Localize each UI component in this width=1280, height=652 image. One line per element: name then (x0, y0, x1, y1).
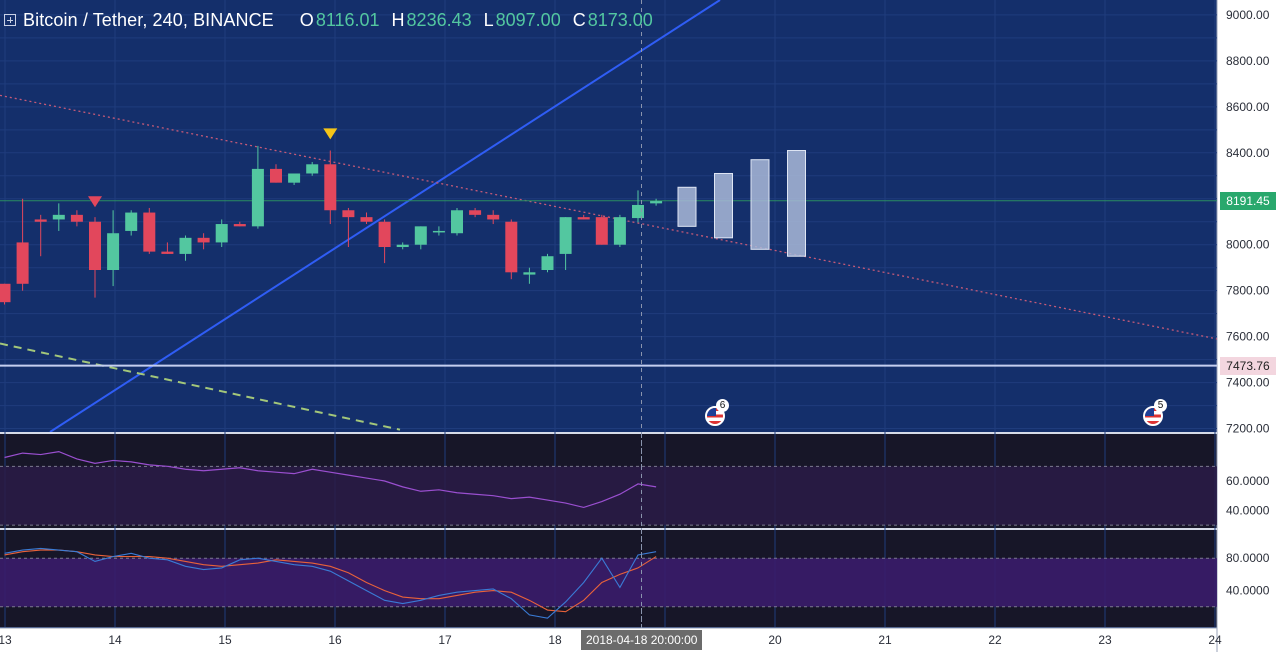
projection-box (714, 172, 733, 239)
stoch-axis-tick: 80.0000 (1226, 551, 1270, 565)
high-value: 8236.43 (406, 9, 472, 30)
time-axis-tick: 21 (878, 633, 892, 647)
close-value: 8173.00 (587, 9, 653, 30)
event-count: 5 (1154, 399, 1167, 412)
projection-box (677, 186, 697, 227)
candle-down (505, 221, 518, 273)
time-axis-tick: 22 (988, 633, 1002, 647)
candle-down (143, 212, 156, 252)
candle-up (179, 237, 192, 254)
crosshair-time-label: 2018-04-18 20:00:00 (581, 630, 703, 650)
price-scale-bg (1217, 0, 1280, 652)
candle-down (89, 221, 101, 270)
candle-down (360, 217, 373, 222)
candle-up (125, 212, 138, 231)
time-axis-tick: 14 (108, 633, 122, 647)
candle-up (52, 214, 65, 220)
horizontal-level-label: 7473.76 (1220, 356, 1276, 375)
dashed-trendline (0, 342, 401, 431)
candle-down (270, 168, 282, 183)
open-value: 8116.01 (315, 9, 380, 30)
candle-up (432, 230, 445, 233)
candle-up (613, 217, 626, 245)
price-axis-tick: 7800.00 (1226, 284, 1270, 298)
candle-up (650, 201, 663, 204)
price-axis-tick: 7400.00 (1226, 376, 1270, 390)
economic-event-badge-a[interactable]: 6 (705, 399, 729, 426)
economic-event-badge-b[interactable]: 5 (1143, 399, 1167, 426)
candle-down (0, 283, 11, 303)
candle-down (378, 221, 391, 248)
close-label: C (572, 9, 586, 30)
stoch-axis-tick: 40.0000 (1226, 584, 1270, 598)
candle-down (342, 210, 355, 218)
low-value: 8097.00 (495, 9, 561, 30)
last-price-label: 8191.45 (1220, 191, 1276, 210)
candle-up (541, 256, 554, 270)
candle-down (197, 237, 210, 243)
open-label: O (299, 9, 314, 30)
time-axis-tick: 16 (328, 633, 342, 647)
time-axis-tick: 24 (1208, 633, 1222, 647)
stoch-band-fill (0, 558, 1217, 607)
time-axis-tick: 17 (438, 633, 452, 647)
time-axis-tick: 15 (218, 633, 232, 647)
price-axis-tick: 8800.00 (1226, 54, 1270, 68)
price-axis-tick: 8400.00 (1226, 146, 1270, 160)
time-axis-tick: 13 (0, 633, 12, 647)
price-axis-tick: 8000.00 (1226, 238, 1270, 252)
candle-up (451, 210, 463, 234)
ascending-trendline (49, 0, 721, 432)
collapse-legend-icon[interactable] (4, 14, 16, 26)
main-pane-layer (0, 0, 1217, 432)
candle-up (396, 244, 409, 248)
candle-down (233, 224, 246, 227)
projection-box (750, 159, 770, 250)
event-count: 6 (716, 399, 729, 412)
low-label: L (483, 9, 494, 30)
rsi-axis-tick: 40.0000 (1226, 503, 1270, 517)
candle-up (306, 164, 319, 174)
price-axis-tick: 7600.00 (1226, 330, 1270, 344)
candle-up (559, 217, 572, 254)
symbol-title: Bitcoin / Tether, 240, BINANCE (23, 9, 274, 30)
signal-marker (323, 128, 338, 140)
candle-down (469, 210, 482, 215)
candle-down (70, 214, 83, 222)
main-pane-bg (0, 0, 1217, 432)
candle-down (16, 242, 29, 284)
high-label: H (391, 9, 405, 30)
rsi-band-fill (0, 466, 1217, 526)
symbol-legend: Bitcoin / Tether, 240, BINANCE O 8116.01 … (4, 9, 653, 31)
candle-up (288, 173, 301, 183)
time-axis-tick: 18 (548, 633, 562, 647)
price-axis-tick: 7200.00 (1226, 422, 1270, 436)
candle-up (414, 226, 427, 245)
candle-down (324, 164, 337, 211)
signal-marker (88, 196, 102, 208)
projection-box (787, 150, 806, 257)
candle-down (34, 219, 47, 222)
time-axis-tick: 20 (768, 633, 782, 647)
stoch-k-line (4, 547, 657, 619)
candle-up (632, 204, 644, 219)
candle-up (523, 272, 536, 275)
candle-down (161, 251, 174, 254)
candle-up (215, 224, 228, 243)
rsi-axis-tick: 60.0000 (1226, 474, 1270, 488)
price-axis-tick: 8600.00 (1226, 100, 1270, 114)
rsi-line (4, 451, 657, 509)
price-axis-tick: 9000.00 (1226, 8, 1270, 22)
candle-up (107, 233, 120, 270)
candle-down (487, 214, 500, 220)
candle-up (251, 168, 264, 227)
candle-down (577, 217, 590, 220)
time-axis-tick: 23 (1098, 633, 1112, 647)
candle-down (595, 217, 608, 245)
descending-trendline (0, 94, 1217, 340)
